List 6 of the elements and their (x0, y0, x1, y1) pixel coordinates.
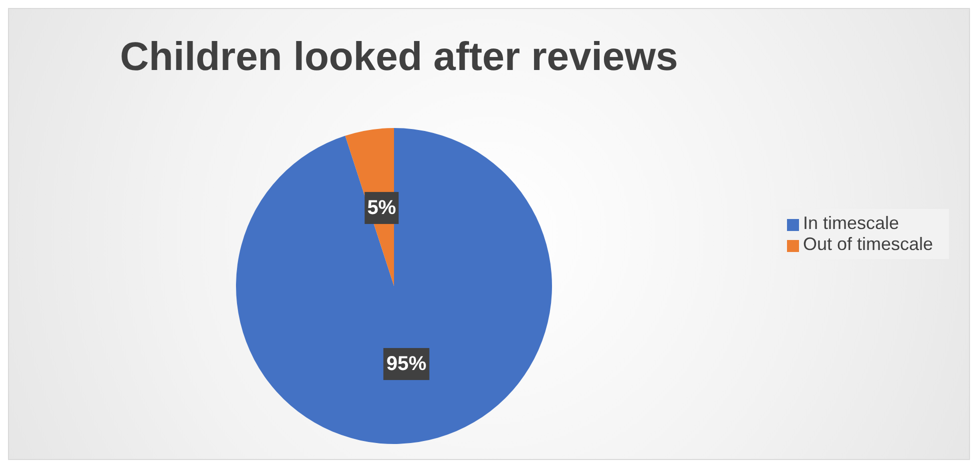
legend-label: In timescale (802, 213, 899, 233)
data-label: 5% (367, 196, 396, 219)
chart-title: Children looked after reviews (119, 35, 679, 80)
legend-label: Out of timescale (802, 234, 933, 254)
pie-slice (236, 128, 552, 444)
data-label: 95% (386, 353, 427, 376)
